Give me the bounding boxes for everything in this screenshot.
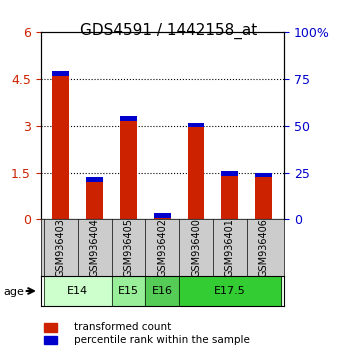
Bar bbox=[44, 336, 57, 344]
Bar bbox=[86, 177, 103, 219]
Bar bbox=[188, 122, 204, 127]
Text: age: age bbox=[3, 287, 24, 297]
Bar bbox=[255, 173, 272, 177]
Bar bbox=[112, 276, 145, 306]
Bar bbox=[120, 116, 137, 219]
Bar bbox=[52, 71, 69, 76]
Text: E15: E15 bbox=[118, 286, 139, 296]
Bar bbox=[86, 177, 103, 182]
Text: GSM936403: GSM936403 bbox=[56, 218, 66, 277]
Bar bbox=[221, 171, 238, 176]
Text: GSM936400: GSM936400 bbox=[191, 218, 201, 277]
Text: GSM936405: GSM936405 bbox=[123, 218, 134, 277]
Bar bbox=[154, 213, 171, 218]
Bar bbox=[44, 276, 112, 306]
Text: percentile rank within the sample: percentile rank within the sample bbox=[74, 335, 250, 345]
Bar bbox=[44, 323, 57, 332]
Bar bbox=[145, 276, 179, 306]
Text: GSM936401: GSM936401 bbox=[225, 218, 235, 277]
Text: GSM936402: GSM936402 bbox=[157, 218, 167, 277]
Text: E14: E14 bbox=[67, 286, 88, 296]
Text: GSM936404: GSM936404 bbox=[90, 218, 100, 277]
Text: GSM936406: GSM936406 bbox=[259, 218, 269, 277]
Text: transformed count: transformed count bbox=[74, 322, 172, 332]
Bar bbox=[120, 116, 137, 121]
Bar bbox=[179, 276, 281, 306]
Bar bbox=[221, 171, 238, 219]
Text: GDS4591 / 1442158_at: GDS4591 / 1442158_at bbox=[80, 23, 258, 39]
Bar bbox=[154, 213, 171, 219]
Bar bbox=[188, 122, 204, 219]
Text: E17.5: E17.5 bbox=[214, 286, 246, 296]
Bar bbox=[52, 71, 69, 219]
Bar bbox=[255, 172, 272, 219]
Text: E16: E16 bbox=[152, 286, 173, 296]
